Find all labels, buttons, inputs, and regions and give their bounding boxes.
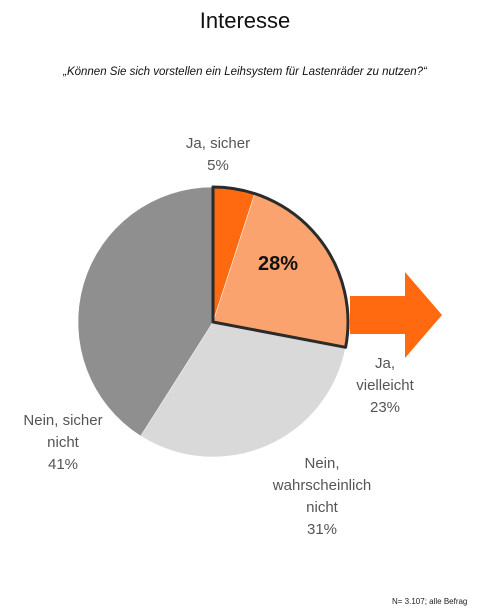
slice-value-label: 31% (306, 521, 338, 538)
arrow (350, 272, 442, 358)
slice-label: Ja, sicher (185, 135, 251, 152)
pie-slice (140, 321, 346, 458)
slice-label: Nein, wahrscheinlich nicht (272, 455, 372, 516)
slice-value-label: 41% (47, 456, 79, 473)
slice-value-label: 23% (369, 399, 401, 416)
slice-label: Nein, sicher nicht (23, 412, 103, 451)
chart-subtitle: „Können Sie sich vorstellen ein Leihsyst… (63, 66, 427, 78)
chart-title: Interesse (199, 8, 291, 33)
slice-label: Ja, vielleicht (356, 355, 414, 394)
highlight-outline (211, 185, 350, 349)
pie-slice (77, 186, 214, 437)
annotation: 28% (258, 253, 298, 275)
footnote: N= 3.107; alle Befrag (392, 597, 468, 606)
slice-value-label: 5% (207, 157, 229, 174)
